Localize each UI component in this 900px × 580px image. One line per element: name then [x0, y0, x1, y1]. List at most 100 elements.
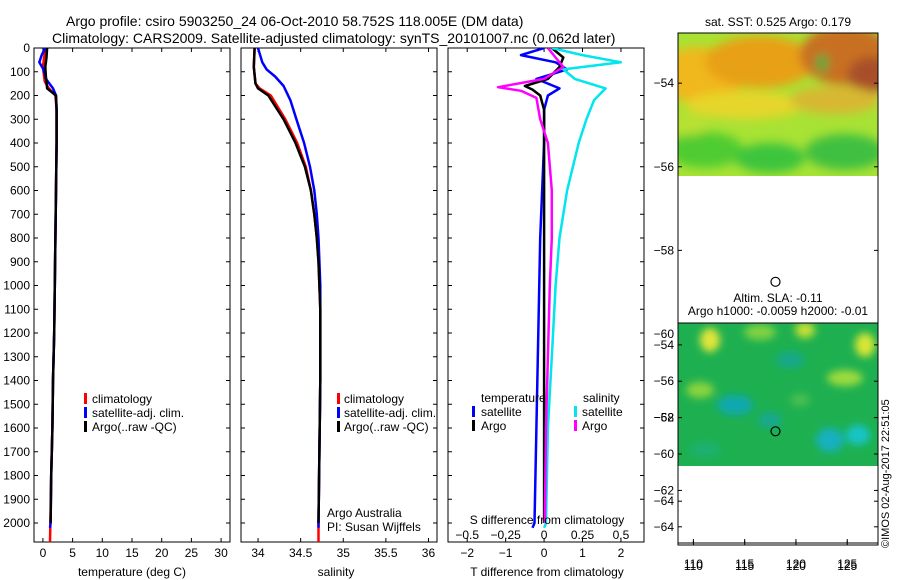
legend-label-t-satellite: satellite — [481, 405, 522, 419]
sst-map-panel: sat. SST: 0.525 Argo: 0.179 −54 −56 −58 −60… — [654, 15, 879, 571]
sst-map-title: sat. SST: 0.525 Argo: 0.179 — [705, 15, 851, 29]
top-x-tick-label: −0.25 — [490, 528, 521, 542]
top-x-tick-label: 0.5 — [613, 528, 630, 542]
lat-tick-label: −58 — [654, 411, 675, 425]
x-tick-label: 34 — [251, 546, 265, 560]
y-tick-label: 100 — [10, 65, 30, 79]
legend-title-salinity: salinity — [583, 391, 620, 405]
sla-map-title: Altim. SLA: -0.11 — [733, 291, 822, 305]
temperature-legend: climatology satellite-adj. clim. Argo(..… — [84, 392, 184, 434]
difference-x-axis: −2 −1 0 1 2 — [460, 48, 625, 560]
salinity-legend: climatology satellite-adj. clim. Argo(..… — [337, 392, 436, 434]
legend-label-s-satellite: satellite — [582, 405, 623, 419]
lat-tick-label: −60 — [654, 447, 675, 461]
legend-label-climatology: climatology — [344, 392, 404, 406]
difference-legend: temperature salinity satellite Argo sate… — [472, 391, 623, 433]
y-tick-label: 1200 — [3, 326, 30, 340]
y-tick-label: 800 — [10, 231, 30, 245]
lat-tick-label: −58 — [654, 243, 675, 257]
sla-field-texture — [686, 323, 875, 458]
sla-map-float-position — [770, 426, 781, 437]
difference-y-ticks — [448, 47, 644, 524]
sst-map-frame — [677, 32, 879, 544]
top-x-tick-label: 0.25 — [571, 528, 595, 542]
series-line-argo-raw-qc — [44, 48, 58, 524]
x-tick-label: 1 — [579, 546, 586, 560]
sla-map-subtitle: Argo h1000: -0.0059 h2000: -0.01 — [688, 304, 868, 318]
y-tick-label: 1900 — [3, 492, 30, 506]
legend-swatch-s-satellite — [574, 406, 577, 417]
lat-tick-label: −54 — [654, 338, 675, 352]
salinity-xlabel: salinity — [318, 565, 355, 579]
temperature-x-axis: 0 5 10 15 20 25 30 — [40, 48, 228, 560]
temperature-axes-frame — [33, 47, 231, 543]
sla-map-panel: Altim. SLA: -0.11 Argo h1000: -0.0059 h2… — [654, 291, 879, 573]
lat-tick-label: −64 — [654, 494, 675, 508]
y-tick-label: 600 — [10, 184, 30, 198]
x-tick-label: −2 — [460, 546, 474, 560]
lon-tick-label: 120 — [786, 559, 806, 573]
y-tick-label: 300 — [10, 112, 30, 126]
legend-swatch-argo — [84, 421, 87, 432]
legend-swatch-argo — [337, 421, 340, 432]
lon-tick-label: 115 — [735, 559, 754, 573]
y-tick-label: 1800 — [3, 469, 30, 483]
sst-field-texture — [678, 33, 878, 173]
y-tick-label: 1000 — [3, 279, 30, 293]
salinity-axes-frame — [240, 47, 438, 543]
x-tick-label: 35 — [337, 546, 351, 560]
salinity-series — [252, 48, 322, 542]
legend-label-satellite-clim: satellite-adj. clim. — [344, 406, 436, 420]
lon-tick-label: 115 — [735, 557, 754, 571]
sla-map-frame — [677, 322, 879, 546]
y-tick-label: 1600 — [3, 421, 30, 435]
legend-swatch-t-argo — [472, 420, 475, 431]
difference-top-xlabel: S difference from climatology — [470, 513, 625, 527]
y-tick-label: 1300 — [3, 350, 30, 364]
y-tick-label: 1700 — [3, 445, 30, 459]
salinity-difference-tick-labels: −0.5 −0.25 0 0.25 0.5 — [455, 528, 629, 542]
lon-tick-label: 120 — [786, 557, 806, 571]
sla-heatmap — [678, 323, 878, 466]
salinity-x-axis: 34 34.5 35 35.5 36 — [251, 48, 435, 560]
legend-swatch-climatology — [337, 393, 340, 404]
float-marker — [770, 276, 781, 287]
x-tick-label: 30 — [214, 546, 228, 560]
series-line-s-argo — [496, 48, 565, 524]
legend-swatch-t-satellite — [472, 406, 475, 417]
legend-swatch-satellite-clim — [84, 407, 87, 418]
series-line-t-argo — [523, 48, 565, 523]
lon-tick-label: 125 — [837, 559, 857, 573]
legend-label-s-argo: Argo — [582, 419, 608, 433]
lat-tick-label: −56 — [654, 160, 675, 174]
y-tick-label: 1100 — [4, 302, 30, 316]
credit-pi: PI: Susan Wijffels — [327, 520, 421, 534]
float-marker — [770, 426, 781, 437]
lat-tick-label: −54 — [654, 76, 675, 90]
y-tick-label: 2000 — [3, 516, 30, 530]
y-tick-label: 1400 — [3, 374, 30, 388]
x-tick-label: 0 — [541, 546, 548, 560]
x-tick-label: 25 — [185, 546, 199, 560]
temperature-panel: 0100200300400500600700800900100011001200… — [3, 41, 231, 579]
x-tick-label: 0 — [40, 546, 47, 560]
series-line-argo-raw-qc — [252, 48, 322, 524]
legend-label-argo: Argo(..raw -QC) — [344, 420, 429, 434]
salinity-y-ticks — [241, 47, 437, 524]
sst-map-float-position — [770, 276, 781, 287]
top-x-tick-label: 0 — [541, 528, 548, 542]
sst-heatmap — [678, 33, 878, 176]
legend-label-satellite-clim: satellite-adj. clim. — [92, 406, 184, 420]
x-tick-label: 15 — [125, 546, 139, 560]
x-tick-label: 5 — [69, 546, 76, 560]
y-tick-label: 700 — [10, 207, 30, 221]
x-tick-label: 2 — [618, 546, 625, 560]
depth-axis: 0 100 200 300 400 500 600 700 800 900 1000 1100 1200… — [3, 41, 230, 530]
credit-agency: Argo Australia — [327, 506, 402, 520]
top-x-tick-label: −0.5 — [455, 528, 479, 542]
legend-title-temperature: temperature — [481, 391, 546, 405]
legend-label-climatology: climatology — [92, 392, 152, 406]
lat-tick-label: −60 — [654, 327, 675, 341]
